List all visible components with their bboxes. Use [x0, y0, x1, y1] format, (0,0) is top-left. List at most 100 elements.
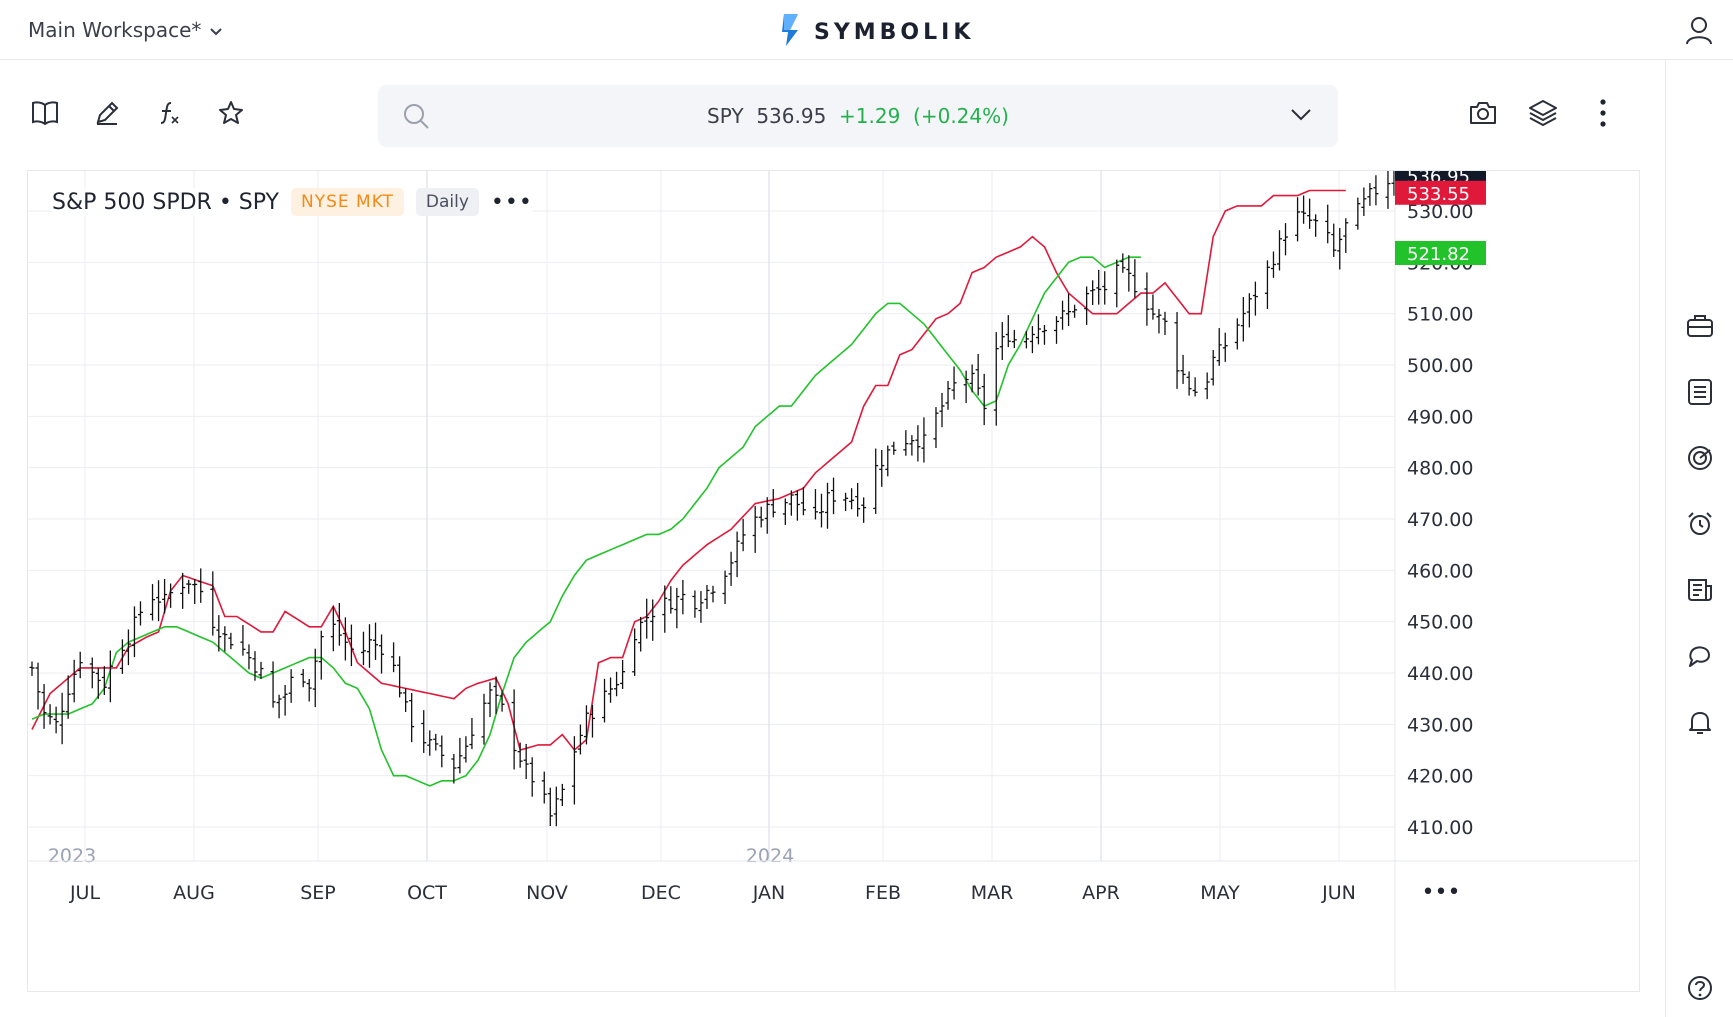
ohlc-bar: [843, 492, 849, 511]
function-icon[interactable]: [152, 96, 186, 130]
ohlc-bar: [439, 735, 445, 768]
drawing-toolbar: [28, 96, 248, 130]
ohlc-bar: [1276, 230, 1282, 271]
ohlc-bar: [680, 579, 686, 615]
x-tick-label: SEP: [300, 882, 336, 904]
user-icon[interactable]: [1683, 14, 1715, 50]
ohlc-bar: [1337, 228, 1343, 270]
ohlc-bar: [95, 668, 101, 699]
ohlc-bar: [1367, 183, 1373, 206]
ohlc-bar: [1210, 349, 1216, 386]
ohlc-bar: [523, 743, 529, 780]
ohlc-bar: [1355, 197, 1361, 230]
ohlc-bar: [180, 572, 186, 609]
ohlc-bar: [933, 407, 939, 448]
pencil-icon[interactable]: [90, 96, 124, 130]
price-chart[interactable]: 530.00520.00510.00500.00490.00480.00470.…: [28, 163, 1639, 991]
price-label-text: 533.55: [1407, 184, 1470, 205]
ohlc-bar: [644, 598, 650, 639]
ohlc-bar: [107, 650, 113, 703]
ohlc-bar: [1114, 259, 1120, 308]
ohlc-bar: [939, 392, 945, 428]
ohlc-bar: [873, 448, 879, 514]
ohlc-bar: [1005, 315, 1011, 348]
more-vertical-icon[interactable]: [1586, 96, 1620, 130]
ohlc-bar: [1295, 197, 1301, 242]
ohlc-bar: [77, 651, 83, 679]
ohlc-bar: [1373, 175, 1379, 206]
ohlc-bar: [855, 482, 861, 517]
ohlc-bar: [41, 684, 47, 729]
axis-menu-icon[interactable]: •••: [1422, 880, 1461, 905]
alarm-icon[interactable]: [1684, 508, 1716, 540]
price-change: +1.29: [839, 104, 901, 128]
chart-legend: S&P 500 SPDR • SPY NYSE MKT Daily •••: [52, 188, 533, 216]
book-icon[interactable]: [28, 96, 62, 130]
ohlc-bar: [993, 332, 999, 426]
ohlc-bar: [403, 688, 409, 712]
help-icon[interactable]: [1684, 972, 1716, 1004]
y-tick-label: 450.00: [1407, 612, 1473, 634]
interval-badge[interactable]: Daily: [415, 188, 479, 216]
ohlc-bar: [1096, 269, 1102, 305]
lower-band-line: [31, 256, 1141, 787]
ohlc-bar: [752, 506, 758, 553]
ohlc-bar: [342, 617, 348, 661]
ohlc-bar: [788, 490, 794, 516]
ohlc-bar: [638, 616, 644, 652]
ohlc-bar: [1325, 204, 1331, 244]
list-icon[interactable]: [1684, 376, 1716, 408]
ohlc-bar: [1343, 218, 1349, 254]
price-label-bg: [1395, 180, 1486, 205]
layers-icon[interactable]: [1526, 96, 1560, 130]
y-tick-label: 430.00: [1407, 714, 1473, 736]
ohlc-bar: [168, 583, 174, 608]
ohlc-bar: [282, 684, 288, 716]
star-icon[interactable]: [214, 96, 248, 130]
ohlc-bar: [577, 724, 583, 755]
chevron-down-icon[interactable]: [1290, 107, 1312, 126]
ohlc-bar: [119, 639, 125, 674]
news-icon[interactable]: [1684, 574, 1716, 606]
bell-icon[interactable]: [1684, 706, 1716, 738]
ohlc-bar: [1361, 187, 1367, 216]
ohlc-bar: [903, 430, 909, 456]
camera-icon[interactable]: [1466, 96, 1500, 130]
workspace-selector[interactable]: Main Workspace*: [28, 18, 223, 42]
chat-icon[interactable]: [1684, 640, 1716, 672]
ohlc-bar: [391, 642, 397, 673]
ohlc-bar: [969, 364, 975, 393]
ohlc-bar: [794, 490, 800, 521]
chart-panel[interactable]: 530.00520.00510.00500.00490.00480.00470.…: [27, 163, 1640, 992]
ohlc-bar: [1162, 311, 1168, 335]
price-label-bg: [1395, 240, 1486, 265]
x-tick-label: MAY: [1200, 882, 1240, 904]
ohlc-bar: [662, 585, 668, 633]
brand-logo[interactable]: SYMBOLIK: [780, 12, 974, 52]
top-bar: Main Workspace* SYMBOLIK: [0, 0, 1733, 60]
workspace-label: Main Workspace*: [28, 18, 202, 42]
y-tick-label: 410.00: [1407, 817, 1473, 839]
ohlc-bar: [517, 742, 523, 768]
ohlc-bar: [1204, 372, 1210, 400]
year-label: 2023: [48, 845, 96, 867]
ohlc-bar: [1252, 281, 1258, 316]
ohlc-bar: [1054, 316, 1060, 344]
radar-icon[interactable]: [1684, 442, 1716, 474]
legend-menu-icon[interactable]: •••: [490, 189, 533, 215]
x-tick-label: JAN: [752, 882, 785, 904]
briefcase-icon[interactable]: [1684, 310, 1716, 342]
ticker-symbol: SPY: [707, 104, 744, 128]
ohlc-bar: [306, 679, 312, 702]
ohlc-bar: [397, 656, 403, 698]
ohlc-bar: [782, 498, 788, 525]
instrument-title[interactable]: S&P 500 SPDR • SPY: [52, 189, 279, 215]
ohlc-bar: [1084, 286, 1090, 325]
ohlc-bar: [812, 489, 818, 520]
ohlc-bar: [258, 661, 264, 679]
ohlc-bar: [975, 353, 981, 396]
x-tick-label: NOV: [526, 882, 568, 904]
ohlc-bar: [559, 783, 565, 807]
ohlc-bar: [1186, 371, 1192, 396]
symbol-search-bar[interactable]: SPY 536.95 +1.29 (+0.24%): [378, 85, 1338, 147]
